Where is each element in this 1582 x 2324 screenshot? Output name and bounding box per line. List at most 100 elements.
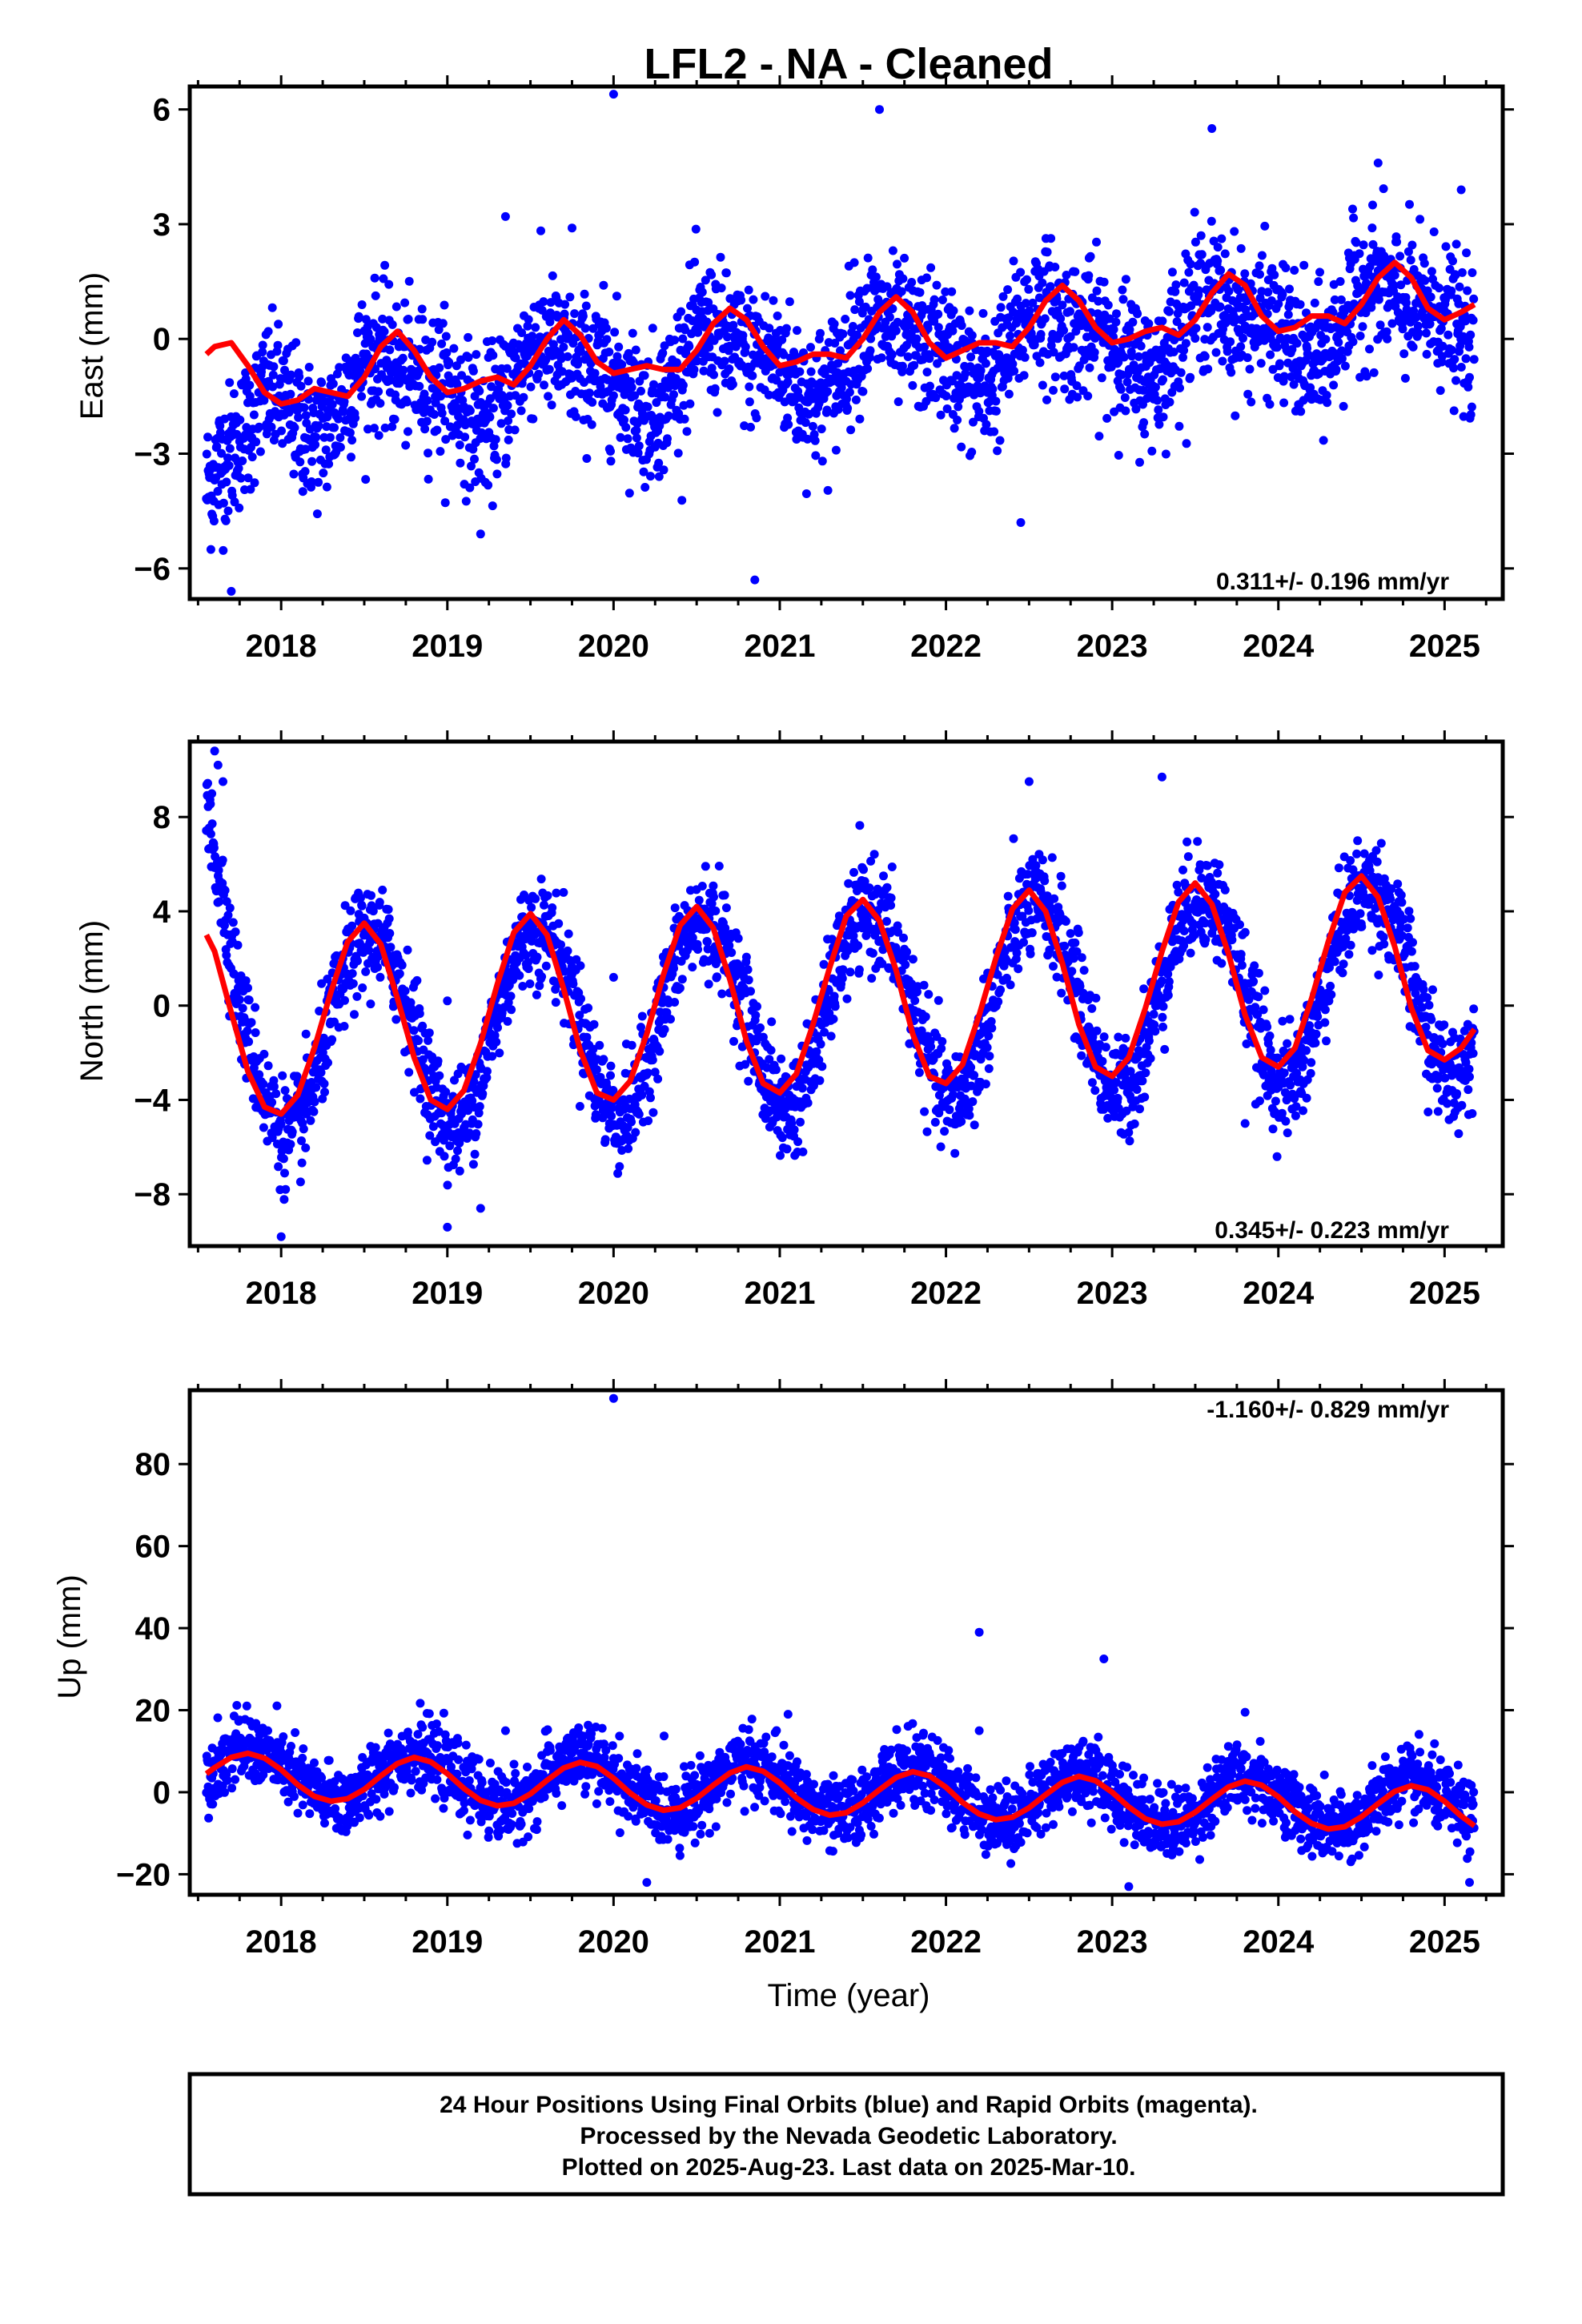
data-point — [575, 1102, 584, 1111]
data-point — [484, 480, 493, 490]
data-point — [552, 888, 561, 898]
data-point — [1072, 381, 1082, 391]
data-point — [966, 1081, 976, 1091]
data-point — [572, 955, 581, 964]
data-point — [703, 937, 712, 947]
data-point — [212, 442, 222, 451]
data-point — [1415, 215, 1425, 224]
data-point — [1072, 947, 1082, 956]
data-point — [1455, 282, 1464, 292]
data-point — [1223, 347, 1232, 356]
data-point — [1101, 1043, 1110, 1052]
data-point — [251, 1003, 260, 1012]
data-point — [280, 1168, 289, 1178]
data-point — [1266, 350, 1275, 360]
data-point — [855, 414, 865, 424]
data-point — [386, 943, 396, 952]
data-point — [646, 472, 655, 481]
data-point — [279, 1154, 288, 1164]
data-point — [925, 354, 934, 364]
data-point — [670, 903, 680, 913]
data-point — [1340, 361, 1350, 371]
data-point — [1407, 240, 1417, 250]
data-point — [882, 917, 891, 926]
data-point — [1085, 1024, 1094, 1034]
data-point — [215, 421, 225, 431]
data-point — [507, 1005, 516, 1015]
data-point — [1419, 259, 1429, 268]
data-point — [919, 980, 929, 990]
data-point — [995, 436, 1005, 445]
data-point — [399, 365, 408, 375]
data-point — [551, 998, 560, 1007]
data-point — [477, 428, 487, 437]
data-point — [1275, 359, 1284, 368]
data-point — [967, 448, 977, 456]
data-point — [1329, 380, 1339, 390]
data-point — [926, 381, 934, 391]
data-point — [424, 474, 433, 484]
data-point — [397, 960, 407, 970]
data-point — [1216, 265, 1226, 275]
data-point — [940, 1127, 950, 1136]
data-point — [1213, 243, 1223, 252]
y-tick-label: 0 — [153, 322, 171, 357]
data-point — [496, 419, 506, 428]
data-point — [1118, 295, 1128, 304]
data-point — [1368, 239, 1378, 249]
data-point — [1315, 267, 1324, 277]
data-point — [853, 941, 863, 951]
data-point — [867, 974, 877, 983]
data-point — [473, 1120, 483, 1129]
outlier-point — [1373, 159, 1383, 167]
data-point — [472, 350, 481, 360]
data-point — [1119, 352, 1129, 362]
data-point — [798, 1147, 808, 1156]
data-point — [690, 257, 700, 267]
data-point — [1408, 342, 1418, 352]
data-point — [450, 1076, 459, 1085]
data-point — [525, 979, 535, 988]
data-point — [1162, 332, 1172, 342]
data-point — [1191, 237, 1200, 247]
data-point — [291, 338, 301, 348]
data-point — [515, 971, 524, 980]
data-point — [534, 369, 544, 379]
data-point — [1464, 382, 1473, 392]
data-point — [1146, 1054, 1155, 1063]
data-point — [969, 417, 978, 427]
data-point — [746, 422, 755, 432]
data-point — [1109, 324, 1118, 334]
data-point — [1014, 964, 1023, 974]
data-point — [432, 425, 442, 435]
data-point — [541, 355, 551, 364]
data-point — [954, 402, 963, 412]
data-point — [536, 226, 545, 235]
data-point — [1315, 395, 1325, 404]
data-point — [612, 292, 621, 301]
data-point — [1367, 223, 1377, 233]
data-point — [366, 335, 375, 344]
data-point — [731, 971, 741, 981]
data-point — [1194, 286, 1203, 296]
east-plot-frame — [187, 84, 1505, 601]
data-point — [745, 382, 754, 392]
data-point — [1257, 287, 1267, 296]
data-point — [428, 1122, 438, 1132]
data-point — [1389, 281, 1399, 291]
data-point — [837, 974, 847, 983]
data-point — [437, 408, 447, 418]
data-point — [1129, 360, 1138, 370]
data-point — [1451, 271, 1460, 280]
data-point — [1402, 298, 1411, 308]
data-point — [488, 351, 498, 360]
data-point — [658, 348, 668, 358]
data-point — [371, 291, 380, 300]
data-point — [1161, 449, 1170, 459]
data-point — [776, 1151, 785, 1160]
data-point — [258, 348, 267, 357]
data-point — [729, 1036, 738, 1046]
data-point — [299, 403, 309, 412]
data-point — [993, 446, 1002, 456]
data-point — [765, 324, 774, 333]
